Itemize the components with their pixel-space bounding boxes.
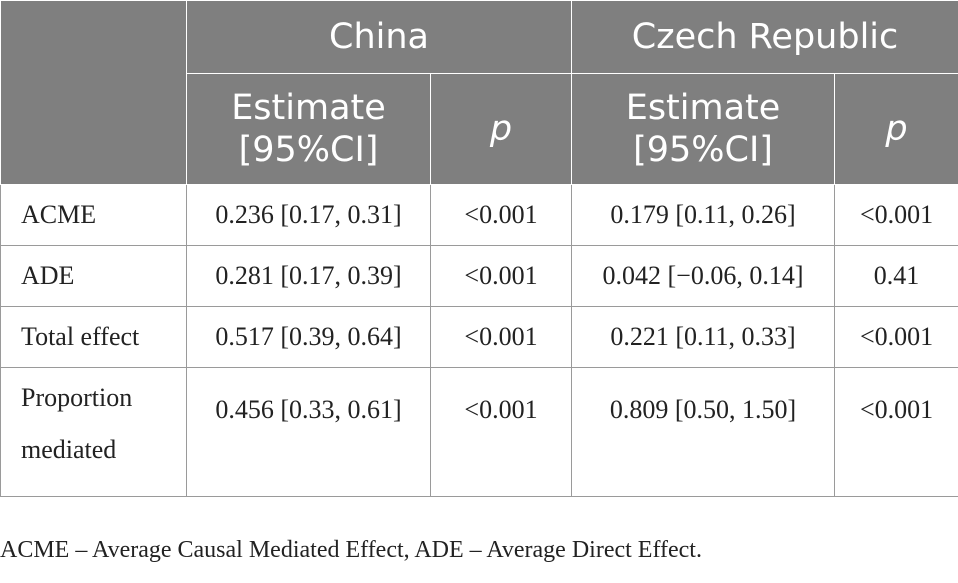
czech-estimate-cell: 0.221 [0.11, 0.33] <box>571 306 836 368</box>
table-row: Total effect 0.517 [0.39, 0.64] <0.001 0… <box>0 306 958 368</box>
czech-p-cell: <0.001 <box>834 184 958 246</box>
empty-corner-cell <box>0 0 187 185</box>
china-estimate-cell: 0.281 [0.17, 0.39] <box>186 245 431 307</box>
czech-estimate-cell: 0.179 [0.11, 0.26] <box>571 184 836 246</box>
czech-p-cell: <0.001 <box>834 367 958 497</box>
mediation-table: China Czech Republic Estimate [95%CI] p … <box>0 0 958 497</box>
china-p-cell: <0.001 <box>429 367 573 497</box>
china-p-cell: <0.001 <box>429 306 573 368</box>
row-label: Proportion mediated <box>0 367 187 497</box>
czech-p-cell: 0.41 <box>834 245 958 307</box>
column-header-china-estimate: Estimate [95%CI] <box>186 73 431 185</box>
row-label: Total effect <box>0 306 187 368</box>
column-header-czech-p: p <box>834 73 958 185</box>
table-row: ACME 0.236 [0.17, 0.31] <0.001 0.179 [0.… <box>0 184 958 246</box>
column-header-czech-estimate: Estimate [95%CI] <box>571 73 836 185</box>
china-estimate-cell: 0.517 [0.39, 0.64] <box>186 306 431 368</box>
czech-p-cell: <0.001 <box>834 306 958 368</box>
group-header-czech-republic: Czech Republic <box>571 0 958 74</box>
table-row: Proportion mediated 0.456 [0.33, 0.61] <… <box>0 367 958 497</box>
china-p-cell: <0.001 <box>429 184 573 246</box>
china-estimate-cell: 0.236 [0.17, 0.31] <box>186 184 431 246</box>
czech-estimate-cell: 0.809 [0.50, 1.50] <box>571 367 836 497</box>
row-label: ACME <box>0 184 187 246</box>
row-label: ADE <box>0 245 187 307</box>
china-estimate-cell: 0.456 [0.33, 0.61] <box>186 367 431 497</box>
table-footnote: ACME – Average Causal Mediated Effect, A… <box>0 537 702 563</box>
group-header-china: China <box>185 0 573 74</box>
china-p-cell: <0.001 <box>429 245 573 307</box>
czech-estimate-cell: 0.042 [−0.06, 0.14] <box>571 245 836 307</box>
table-row: ADE 0.281 [0.17, 0.39] <0.001 0.042 [−0.… <box>0 245 958 307</box>
column-header-china-p: p <box>429 73 573 185</box>
